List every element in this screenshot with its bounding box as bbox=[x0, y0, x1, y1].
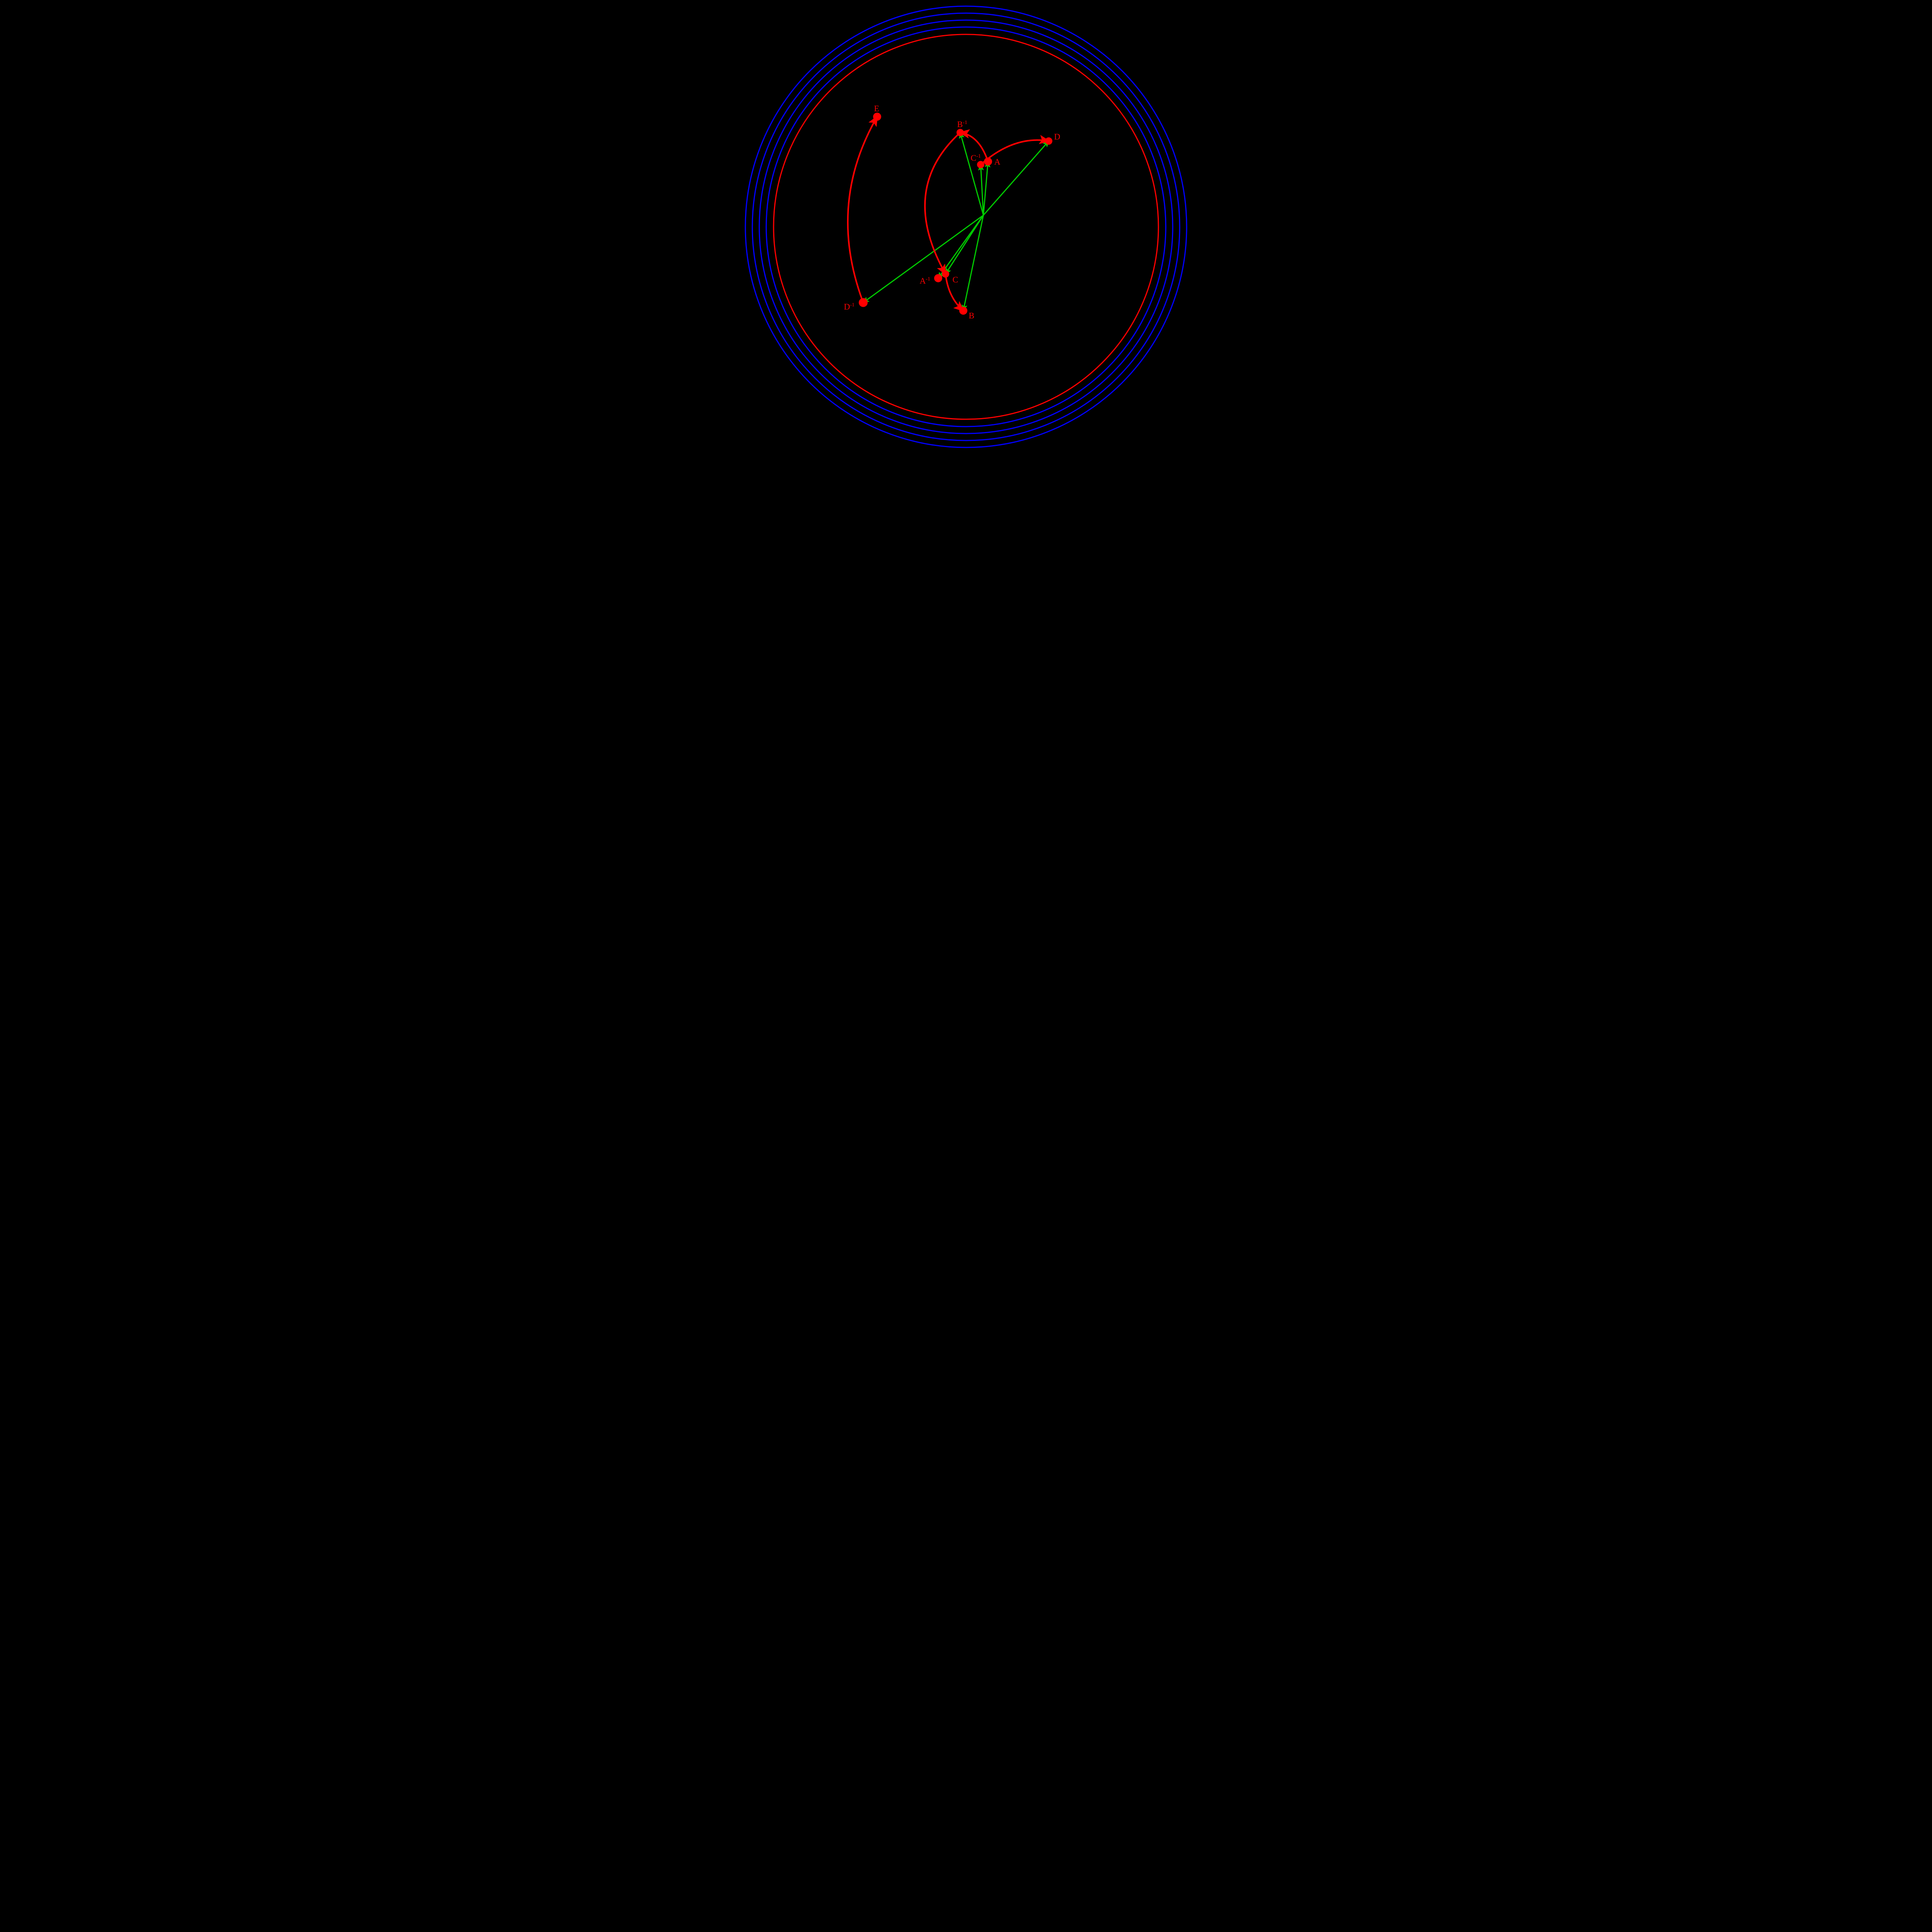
point-A bbox=[984, 158, 992, 165]
point-label: A bbox=[994, 157, 1000, 167]
diagram-svg: AA-1BB-1CC-1DD-1E bbox=[740, 0, 1192, 453]
point-label: B bbox=[969, 311, 975, 320]
point-Cinv bbox=[977, 161, 984, 168]
point-label: C bbox=[952, 275, 958, 284]
point-Dinv bbox=[859, 298, 867, 307]
point-Binv bbox=[957, 129, 964, 136]
point-label: D bbox=[1054, 132, 1060, 141]
point-D bbox=[1045, 138, 1052, 145]
point-E bbox=[873, 113, 881, 121]
point-B bbox=[959, 307, 967, 315]
diagram-stage: AA-1BB-1CC-1DD-1E bbox=[0, 0, 1932, 453]
point-C bbox=[942, 270, 949, 277]
background bbox=[740, 0, 1192, 453]
point-label: E bbox=[874, 104, 879, 113]
point-Ainv bbox=[934, 274, 942, 282]
